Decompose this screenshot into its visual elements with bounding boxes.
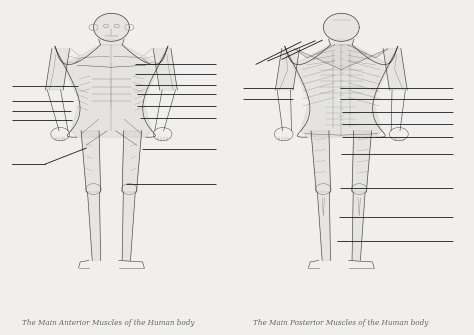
Polygon shape bbox=[46, 49, 70, 90]
Polygon shape bbox=[294, 45, 388, 70]
Polygon shape bbox=[122, 131, 142, 192]
Polygon shape bbox=[323, 13, 359, 41]
Polygon shape bbox=[328, 39, 354, 45]
Polygon shape bbox=[275, 49, 300, 90]
Polygon shape bbox=[122, 192, 135, 261]
Polygon shape bbox=[56, 45, 167, 137]
Polygon shape bbox=[81, 131, 100, 192]
Polygon shape bbox=[311, 131, 330, 192]
Text: The Main Posterior Muscles of the Human body: The Main Posterior Muscles of the Human … bbox=[253, 319, 428, 327]
Polygon shape bbox=[352, 131, 372, 192]
Polygon shape bbox=[99, 39, 124, 45]
Polygon shape bbox=[318, 192, 330, 261]
Polygon shape bbox=[352, 192, 365, 261]
Text: The Main Anterior Muscles of the Human body: The Main Anterior Muscles of the Human b… bbox=[22, 319, 194, 327]
Polygon shape bbox=[93, 13, 129, 41]
Polygon shape bbox=[88, 192, 100, 261]
Polygon shape bbox=[153, 49, 177, 90]
Polygon shape bbox=[383, 49, 407, 90]
Polygon shape bbox=[286, 45, 397, 137]
